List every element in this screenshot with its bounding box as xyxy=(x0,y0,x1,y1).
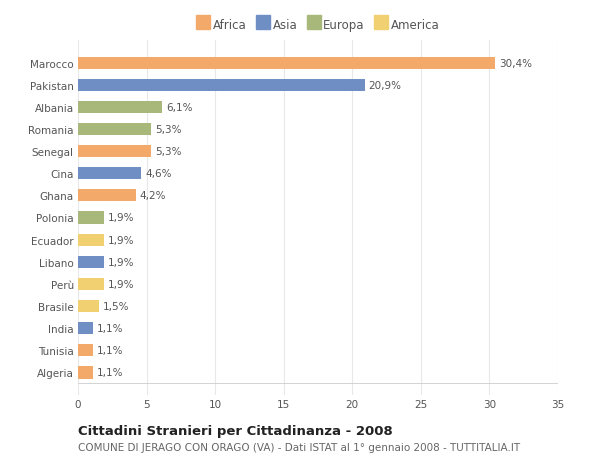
Bar xyxy=(78,234,104,246)
Bar xyxy=(78,212,104,224)
Bar xyxy=(78,344,93,357)
Text: 6,1%: 6,1% xyxy=(166,103,192,112)
Legend: Africa, Asia, Europa, America: Africa, Asia, Europa, America xyxy=(193,16,443,35)
Text: Cittadini Stranieri per Cittadinanza - 2008: Cittadini Stranieri per Cittadinanza - 2… xyxy=(78,425,393,437)
Text: 4,2%: 4,2% xyxy=(140,191,166,201)
Bar xyxy=(78,57,495,69)
Text: 5,3%: 5,3% xyxy=(155,125,181,134)
Text: 4,6%: 4,6% xyxy=(145,169,172,179)
Text: 1,1%: 1,1% xyxy=(97,346,124,356)
Bar xyxy=(78,256,104,268)
Bar xyxy=(78,168,141,180)
Text: 1,9%: 1,9% xyxy=(108,235,134,245)
Text: 30,4%: 30,4% xyxy=(499,58,532,68)
Text: 1,9%: 1,9% xyxy=(108,279,134,289)
Text: COMUNE DI JERAGO CON ORAGO (VA) - Dati ISTAT al 1° gennaio 2008 - TUTTITALIA.IT: COMUNE DI JERAGO CON ORAGO (VA) - Dati I… xyxy=(78,442,520,452)
Bar xyxy=(78,367,93,379)
Text: 1,9%: 1,9% xyxy=(108,257,134,267)
Bar xyxy=(78,146,151,158)
Text: 20,9%: 20,9% xyxy=(369,80,402,90)
Text: 1,9%: 1,9% xyxy=(108,213,134,223)
Bar xyxy=(78,101,161,114)
Text: 5,3%: 5,3% xyxy=(155,147,181,157)
Bar xyxy=(78,79,365,92)
Bar xyxy=(78,322,93,335)
Bar xyxy=(78,278,104,291)
Text: 1,5%: 1,5% xyxy=(103,302,129,311)
Bar xyxy=(78,190,136,202)
Bar xyxy=(78,123,151,136)
Text: 1,1%: 1,1% xyxy=(97,324,124,333)
Text: 1,1%: 1,1% xyxy=(97,368,124,378)
Bar xyxy=(78,300,98,313)
